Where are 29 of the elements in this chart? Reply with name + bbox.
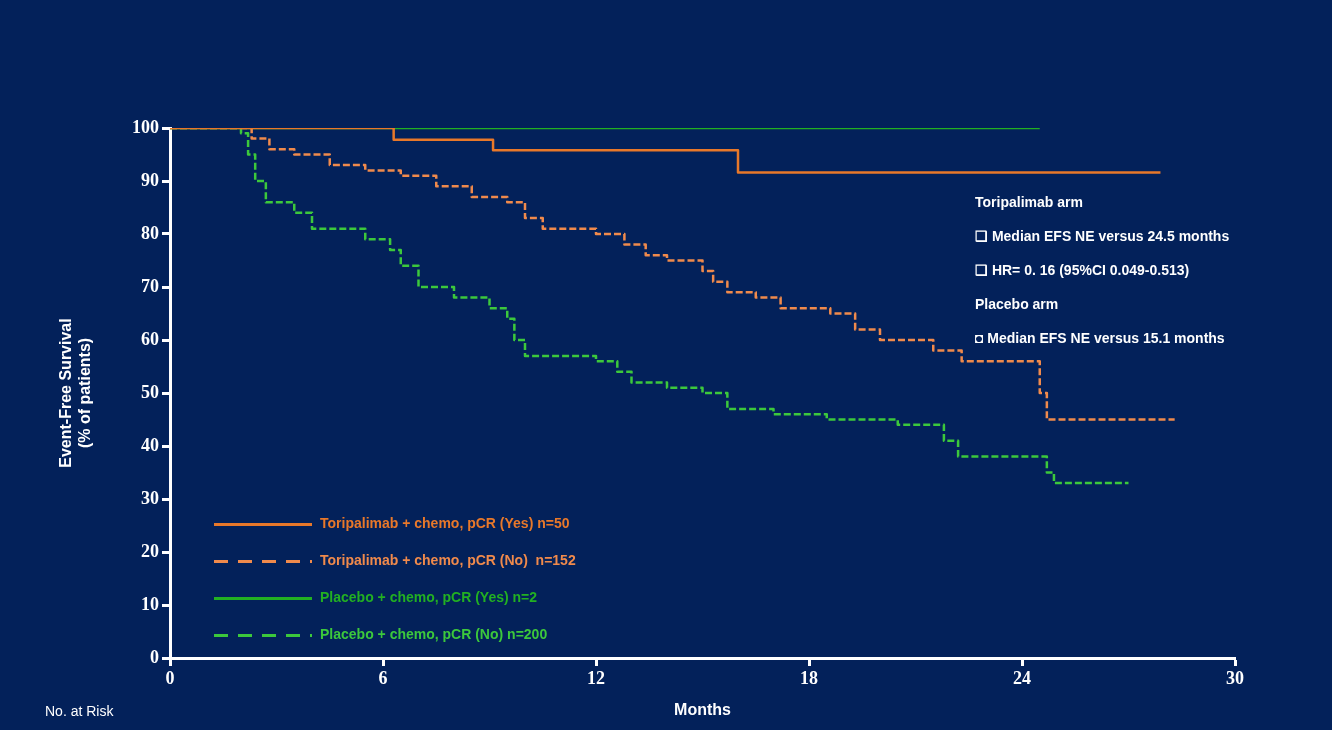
- annotation: ◘ Median EFS NE versus 15.1 months: [975, 329, 1226, 348]
- x-tick-label: 24: [1013, 668, 1031, 689]
- y-tick-label: 70: [141, 275, 159, 296]
- x-tick-label: 30: [1226, 668, 1244, 689]
- text: Placebo + chemo, pCR (No) n=200: [320, 626, 548, 643]
- text: Toripalimab + chemo, pCR (Yes) n=50: [320, 515, 570, 532]
- y-tick-label: 40: [141, 434, 159, 455]
- annotation: Placebo arm: [975, 295, 1060, 314]
- x-axis-title: Months: [674, 700, 732, 718]
- y-tick-label: 60: [141, 328, 159, 349]
- x-tick-label: 0: [165, 668, 175, 689]
- annotation: Toripalimab arm: [975, 193, 1084, 212]
- y-axis-title: Event-Free Survival (% of patients): [57, 318, 94, 468]
- y-tick-label: 30: [141, 487, 159, 508]
- annotation: ❑ HR= 0. 16 (95%CI 0.049-0.513): [975, 261, 1191, 280]
- text: Placebo + chemo, pCR (Yes) n=2: [320, 589, 538, 606]
- x-tick-label: 12: [587, 668, 605, 689]
- annotation: ❑ Median EFS NE versus 24.5 months: [975, 227, 1230, 246]
- x-tick-label: 18: [800, 668, 818, 689]
- text: No. at Risk: [45, 703, 114, 719]
- y-tick-label: 100: [132, 116, 159, 137]
- y-tick-label: 20: [141, 540, 159, 561]
- text: Toripalimab + chemo, pCR (No) n=152: [320, 552, 576, 569]
- y-tick-label: 10: [141, 593, 159, 614]
- y-tick-label: 90: [141, 169, 159, 190]
- y-tick-label: 80: [141, 222, 159, 243]
- y-tick-label: 50: [141, 381, 159, 402]
- y-tick-label: 0: [150, 646, 159, 667]
- x-tick-label: 6: [378, 668, 388, 689]
